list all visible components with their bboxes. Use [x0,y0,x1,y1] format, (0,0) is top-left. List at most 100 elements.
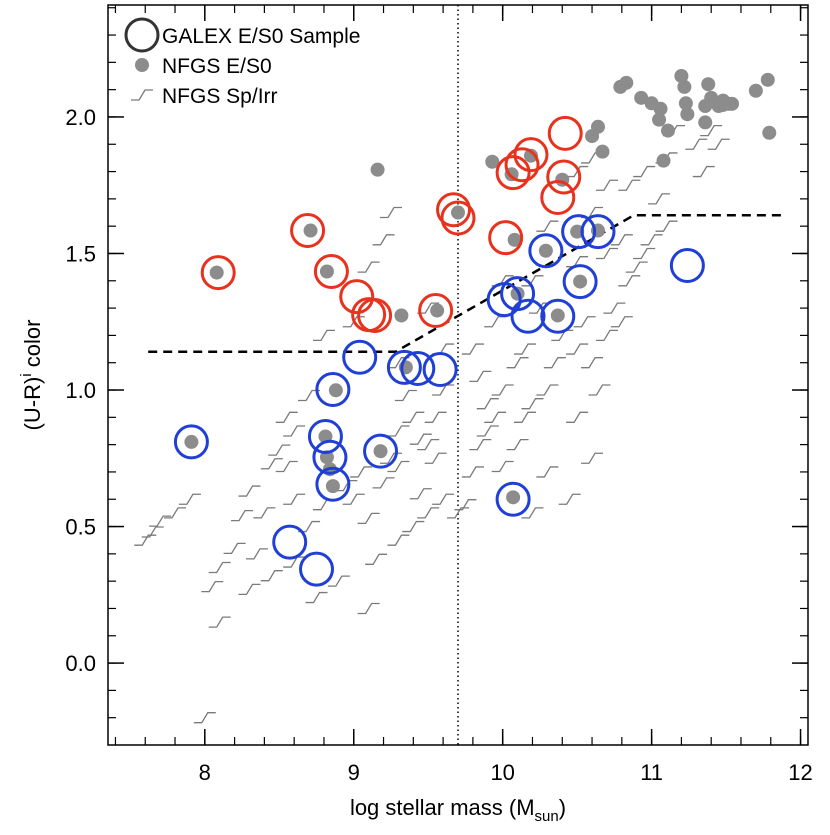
e-s0-dot [661,123,675,138]
sp-irr-marker [514,343,537,355]
e-s0-dot [701,77,716,92]
legend-label: GALEX E/S0 Sample [162,25,360,48]
e-s0-dot [538,243,553,258]
galex-circle [386,349,422,385]
sp-irr-marker [245,548,268,560]
sp-irr-marker [372,477,395,489]
sp-irr-marker [357,261,380,273]
sp-irr-marker [342,493,365,505]
sp-irr-marker [178,493,201,505]
galex-circle [500,276,536,312]
x-tick-label: 10 [490,760,514,785]
sp-irr-marker [275,411,298,423]
galex-circle [488,220,524,256]
e-s0-dot [184,434,199,449]
galex-circle [315,371,351,407]
e-s0-dot [680,107,695,122]
sp-irr-marker [327,575,350,587]
sp-irr-marker [521,398,544,410]
sp-irr-marker [231,509,254,522]
galex-circle [312,439,348,475]
e-s0-dot [370,162,385,177]
sp-irr-marker [253,507,276,519]
sp-irr-marker [484,316,507,328]
galex-circle [495,481,531,517]
x-tick-label: 8 [199,760,211,785]
e-s0-dot [523,148,538,163]
e-s0-dot [507,232,522,247]
galex-circle [513,137,549,173]
sp-irr-marker [387,425,410,437]
legend-label: NFGS Sp/Irr [162,85,278,108]
sp-irr-marker [618,179,641,191]
sp-irr-marker [633,165,656,178]
sp-irr-marker [454,499,477,511]
sp-irr-marker [521,275,544,287]
sp-irr-marker [402,520,425,533]
e-s0-dot [678,96,693,111]
galex-circle [580,214,616,250]
e-s0-dot [303,223,318,238]
sp-irr-marker [581,452,604,464]
legend-marker [135,58,149,72]
galex-circle [528,233,564,269]
galex-circle [357,297,393,333]
sp-irr-marker [275,460,298,473]
sp-irr-marker [432,493,455,505]
sp-irr-marker [618,275,641,287]
sp-irr-marker [536,384,559,396]
sp-irr-marker [432,384,455,396]
sp-irr-marker [595,247,618,260]
sp-irr-marker [581,357,604,369]
y-tick-label: 1.0 [65,378,96,403]
e-s0-dot [451,205,465,220]
e-s0-dot [762,125,777,140]
y-tick-label: 0.5 [65,515,96,540]
e-s0-dot [485,154,500,169]
sp-irr-marker [506,438,529,451]
x-label-sub: sun [535,808,559,825]
sp-irr-marker [238,583,261,596]
galex-circle [272,524,308,560]
sp-irr-marker [484,411,507,423]
sp-irr-marker [655,220,678,232]
sp-irr-marker [365,553,388,565]
sp-irr-marker [476,398,499,410]
sp-irr-marker [491,460,514,473]
e-s0-dot [619,75,634,90]
sp-irr-marker [506,357,529,369]
sp-irr-marker [469,438,492,451]
x-axis-label: log stellar mass (Msun) [350,795,566,825]
y-label-after: color [20,320,45,374]
sp-irr-marker [305,591,328,604]
sp-irr-marker [640,234,663,246]
e-s0-dot [430,303,445,318]
galex-circle [400,350,436,386]
y-tick-label: 2.0 [65,105,96,130]
sp-irr-marker [283,493,306,505]
e-s0-dot [652,112,667,127]
sp-irr-marker [514,411,537,423]
x-tick-label: 9 [348,760,360,785]
e-s0-dot [653,101,668,116]
y-label-sup: i [18,373,35,376]
e-s0-dot [591,119,605,134]
sp-irr-marker [461,343,484,355]
galex-circle [495,155,531,191]
sp-irr-marker [469,370,492,383]
sp-irr-marker [648,193,671,205]
galex-circle [363,433,399,469]
sp-irr-marker [141,526,164,538]
sp-irr-marker [283,556,306,568]
e-s0-dot [209,265,224,280]
sp-irr-marker [543,357,566,369]
x-tick-label: 12 [788,760,812,785]
sp-irr-marker [558,493,581,505]
sp-irr-marker [417,507,440,519]
sp-irr-marker [201,580,224,593]
sp-irr-marker [260,570,283,582]
e-s0-dot [698,115,713,130]
sp-irr-marker [379,452,402,464]
sp-irr-marker [491,384,514,396]
